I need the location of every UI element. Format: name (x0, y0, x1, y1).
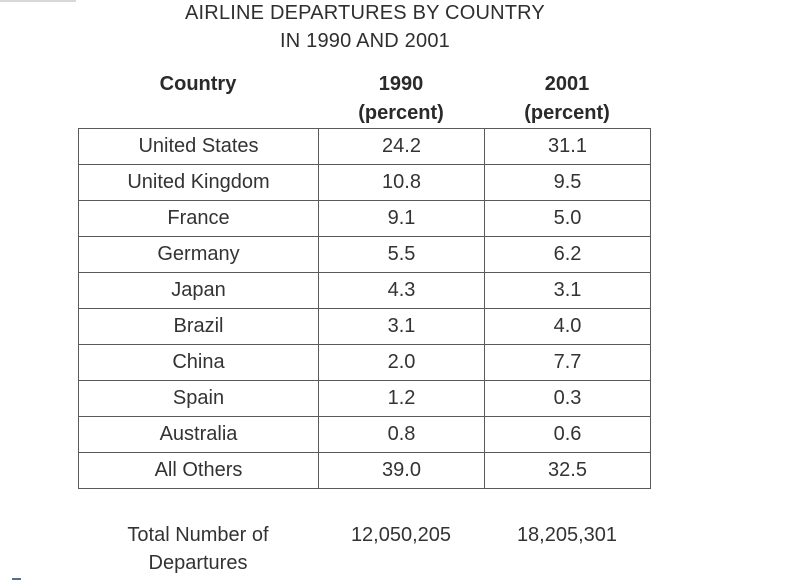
cell-country: China (78, 344, 319, 381)
total-2001: 18,205,301 (516, 524, 618, 546)
table-row: Australia 0.8 0.6 (78, 416, 651, 453)
cell-country: United Kingdom (78, 164, 319, 201)
table-row: France 9.1 5.0 (78, 200, 651, 237)
cell-country: Japan (78, 272, 319, 309)
total-label-line2: Departures (148, 552, 248, 574)
cell-1990: 3.1 (318, 308, 485, 345)
cell-1990: 24.2 (318, 128, 485, 165)
cell-country: United States (78, 128, 319, 165)
cell-2001: 5.0 (484, 200, 651, 237)
chart-title: AIRLINE DEPARTURES BY COUNTRY (185, 2, 545, 24)
total-1990: 12,050,205 (350, 524, 452, 546)
cell-2001: 4.0 (484, 308, 651, 345)
top-edge-artifact (0, 0, 76, 2)
cell-2001: 3.1 (484, 272, 651, 309)
cell-1990: 9.1 (318, 200, 485, 237)
table-row: Spain 1.2 0.3 (78, 380, 651, 417)
column-header-2001: 2001 (percent) (484, 70, 650, 128)
cell-1990: 10.8 (318, 164, 485, 201)
cell-country: All Others (78, 452, 319, 489)
table-row: United Kingdom 10.8 9.5 (78, 164, 651, 201)
departures-table: United States 24.2 31.1 United Kingdom 1… (78, 128, 651, 489)
cell-country: Brazil (78, 308, 319, 345)
column-header-country-line1: Country (159, 73, 237, 95)
cell-2001: 7.7 (484, 344, 651, 381)
cell-1990: 39.0 (318, 452, 485, 489)
cell-country: Australia (78, 416, 319, 453)
column-header-country: Country (78, 70, 318, 99)
cell-1990: 4.3 (318, 272, 485, 309)
column-header-1990: 1990 (percent) (318, 70, 484, 128)
cell-1990: 5.5 (318, 236, 485, 273)
table-row: Brazil 3.1 4.0 (78, 308, 651, 345)
cell-2001: 0.6 (484, 416, 651, 453)
cell-2001: 32.5 (484, 452, 651, 489)
table-row: All Others 39.0 32.5 (78, 452, 651, 489)
column-header-2001-unit: (percent) (524, 102, 610, 124)
table-row: China 2.0 7.7 (78, 344, 651, 381)
cell-2001: 0.3 (484, 380, 651, 417)
cell-country: Germany (78, 236, 319, 273)
total-label: Total Number of Departures (78, 521, 318, 577)
column-header-1990-year: 1990 (378, 73, 424, 95)
cell-1990: 1.2 (318, 380, 485, 417)
corner-dash-mark (12, 578, 21, 580)
table-row: Germany 5.5 6.2 (78, 236, 651, 273)
column-header-2001-year: 2001 (544, 73, 590, 95)
cell-2001: 9.5 (484, 164, 651, 201)
cell-1990: 0.8 (318, 416, 485, 453)
cell-country: France (78, 200, 319, 237)
cell-1990: 2.0 (318, 344, 485, 381)
column-header-1990-unit: (percent) (358, 102, 444, 124)
table-row: United States 24.2 31.1 (78, 128, 651, 165)
cell-country: Spain (78, 380, 319, 417)
total-label-line1: Total Number of (127, 524, 269, 546)
cell-2001: 31.1 (484, 128, 651, 165)
chart-subtitle: IN 1990 AND 2001 (280, 30, 450, 52)
table-row: Japan 4.3 3.1 (78, 272, 651, 309)
cell-2001: 6.2 (484, 236, 651, 273)
